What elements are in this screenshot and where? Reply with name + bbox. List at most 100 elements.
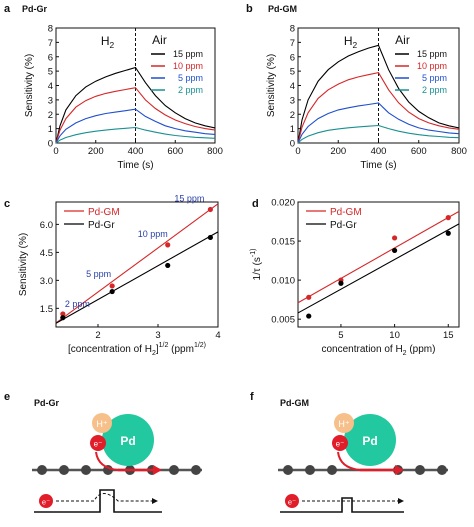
y-tick-label: 6	[290, 52, 295, 63]
fit-line-Pd-Gr	[297, 223, 460, 314]
x-tick-label: 4	[215, 330, 220, 341]
panel-d: d 5 10 15 0.005 0.010 0.015 0.020 Pd-GM Pd-Gr	[252, 198, 460, 341]
transfer-arrow-head	[153, 465, 162, 475]
data-point-Pd-GM	[165, 242, 171, 248]
transfer-arrow-head	[395, 465, 404, 475]
series-line-10-ppm	[55, 87, 216, 144]
data-point-Pd-GM	[392, 235, 398, 241]
series-line-5-ppm	[297, 102, 460, 144]
data-point-Pd-Gr	[165, 262, 171, 269]
legend-label: Pd-GM	[330, 207, 362, 218]
electron	[90, 435, 106, 451]
y-tick-label: 6	[48, 52, 53, 63]
y-axis-label: Sensitivity (%)	[24, 54, 35, 117]
legend-label: 2 ppm	[178, 85, 203, 95]
electron	[332, 435, 348, 451]
x-tick-label: 5	[338, 330, 343, 341]
pd-label: Pd	[120, 434, 135, 448]
electron-label: e⁻	[94, 440, 103, 449]
y-tick-label: 5	[48, 67, 53, 78]
electron-path	[56, 493, 152, 502]
y-tick-label: 8	[48, 24, 53, 35]
x-tick-label: 200	[88, 146, 104, 157]
plot-frame	[297, 201, 460, 328]
panel-title: Pd-GM	[280, 398, 309, 408]
x-tick-label: 400	[128, 146, 144, 157]
carbon-atom	[191, 465, 201, 475]
y-tick-label: 3	[290, 95, 295, 106]
x-tick-label: 0	[53, 146, 58, 157]
y-tick-label: 0.020	[271, 198, 295, 209]
transfer-arrow-curve	[337, 451, 361, 471]
fit-line-Pd-GM	[55, 203, 219, 324]
panel-letter: c	[4, 198, 10, 210]
pd-label: Pd	[362, 434, 377, 448]
point-label: 5 ppm	[86, 269, 111, 279]
series-line-2-ppm	[55, 126, 216, 144]
x-tick-label: 400	[371, 146, 387, 157]
carbon-atom	[283, 465, 293, 475]
barrier-electron-label: e⁻	[288, 498, 296, 507]
data-point-Pd-Gr	[306, 313, 312, 319]
barrier-electron	[285, 494, 299, 508]
h-plus-ion	[334, 413, 354, 433]
legend-label: 15 ppm	[173, 49, 203, 59]
panel-title: Pd-Gr	[34, 398, 59, 408]
y-tick-label: 0	[290, 139, 295, 150]
y-tick-label: 4	[290, 81, 295, 92]
panel-letter: a	[4, 3, 11, 15]
schematic-f: f Pd-GM Pd H⁺ e⁻ e⁻	[250, 391, 448, 513]
carbon-atom	[305, 465, 315, 475]
x-axis-label: Time (s)	[360, 160, 396, 171]
carbon-atom	[59, 465, 69, 475]
point-label: 10 ppm	[138, 229, 168, 239]
y-tick-label: 0	[48, 139, 53, 150]
series-line-2-ppm	[297, 124, 460, 144]
data-point-Pd-GM	[306, 294, 312, 300]
legend-label: 10 ppm	[417, 61, 447, 71]
legend-label: Pd-GM	[88, 207, 120, 218]
electron-path-arrowhead	[152, 498, 158, 504]
annotation-air: Air	[152, 33, 167, 47]
pd-particle	[344, 414, 396, 466]
point-label: 15 ppm	[174, 193, 204, 203]
y-tick-label: 1	[48, 124, 53, 135]
series-line-5-ppm	[55, 108, 216, 144]
panel-c: c 2 3 4 1.5 3.0 4.5 6.0 Pd-GM Pd-Gr 2 ppm 5 ppm 10 p…	[4, 193, 221, 341]
y-tick-label: 3	[48, 95, 53, 106]
carbon-atom	[37, 465, 47, 475]
x-tick-label: 3	[155, 330, 160, 341]
panel-title: Pd-Gr	[22, 4, 47, 14]
y-tick-label: 6.0	[40, 220, 53, 231]
h-plus-label: H⁺	[96, 419, 107, 429]
carbon-atom	[81, 465, 91, 475]
x-tick-label: 2	[95, 330, 100, 341]
data-point-Pd-Gr	[109, 288, 115, 295]
y-tick-label: 4.5	[40, 248, 53, 259]
h-plus-label: H⁺	[338, 419, 349, 429]
x-tick-label: 600	[411, 146, 427, 157]
x-tick-label: 0	[295, 146, 300, 157]
series-line-10-ppm	[297, 71, 460, 144]
data-point-Pd-GM	[109, 283, 115, 289]
y-axis-label: 1/τ (s-1)​	[250, 249, 263, 281]
data-point-Pd-Gr	[392, 247, 398, 254]
data-point-Pd-Gr	[338, 280, 344, 286]
y-tick-label: 4	[48, 81, 53, 92]
legend-label: 10 ppm	[173, 61, 203, 71]
fit-line-Pd-Gr	[55, 231, 219, 324]
y-tick-label: 7	[48, 38, 53, 49]
y-axis-label: Sensitivity (%)	[18, 233, 29, 296]
legend-label: 5 ppm	[422, 73, 447, 83]
transfer-arrow-curve	[95, 451, 119, 471]
energy-barrier	[280, 497, 404, 513]
data-point-Pd-Gr	[207, 234, 213, 241]
barrier-electron-label: e⁻	[42, 498, 50, 507]
y-tick-label: 7	[290, 38, 295, 49]
legend-label: Pd-Gr	[330, 220, 357, 231]
panel-letter: e	[4, 391, 10, 403]
x-axis-label: concentration of H2​ (ppm)	[322, 344, 436, 357]
data-point-Pd-GM	[207, 206, 213, 213]
